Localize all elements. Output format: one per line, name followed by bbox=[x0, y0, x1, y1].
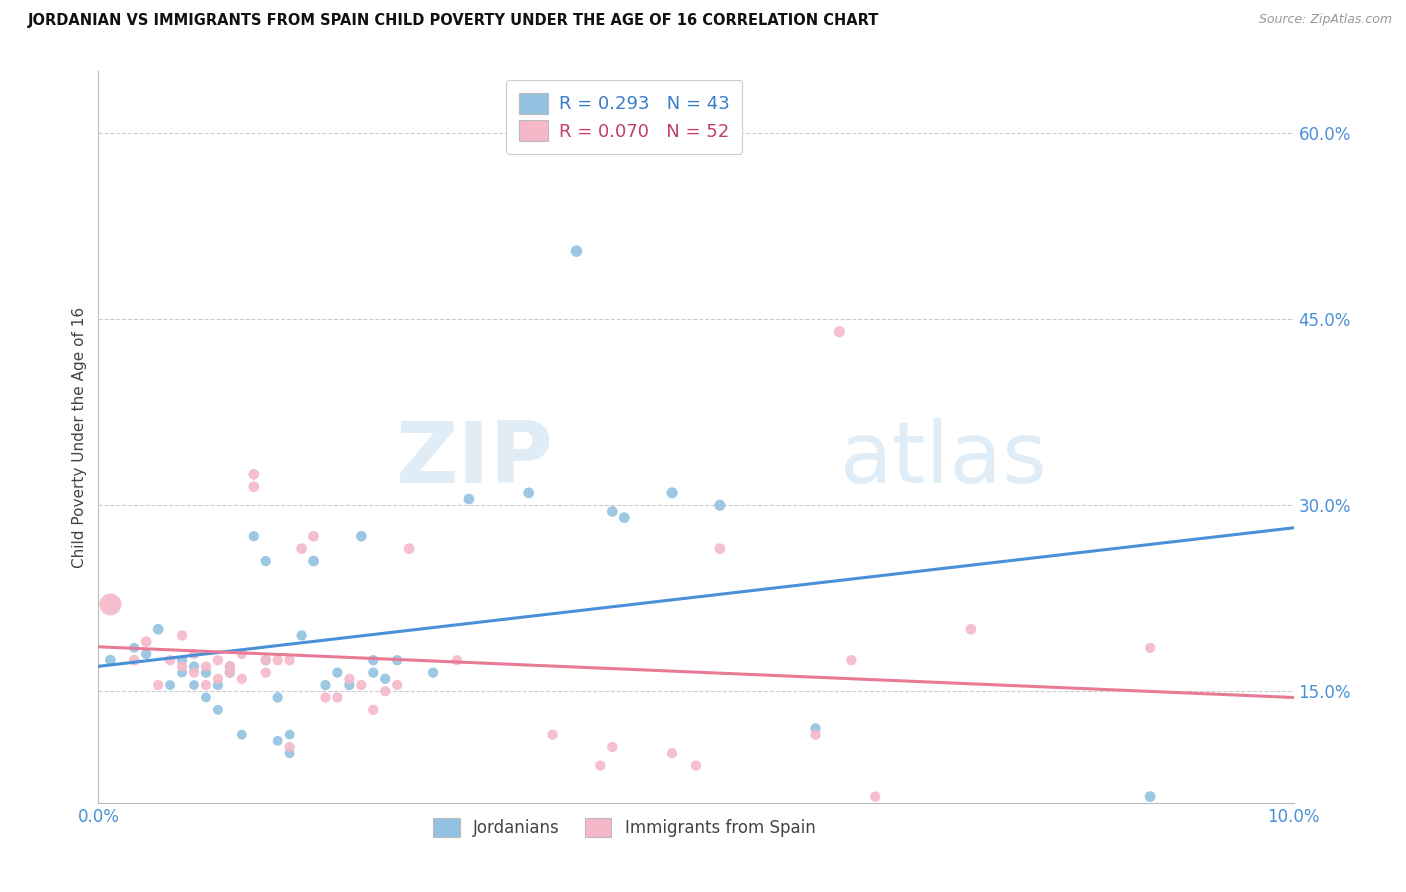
Point bbox=[207, 653, 229, 667]
Point bbox=[195, 678, 218, 692]
Point bbox=[804, 728, 827, 742]
Point bbox=[207, 672, 229, 686]
Point bbox=[828, 325, 851, 339]
Point bbox=[517, 486, 540, 500]
Point bbox=[183, 678, 205, 692]
Point bbox=[148, 678, 170, 692]
Point bbox=[374, 684, 396, 698]
Point bbox=[148, 622, 170, 636]
Point bbox=[278, 653, 301, 667]
Point bbox=[315, 690, 337, 705]
Point bbox=[339, 678, 361, 692]
Point bbox=[315, 678, 337, 692]
Point bbox=[183, 647, 205, 661]
Point bbox=[183, 665, 205, 680]
Point bbox=[685, 758, 707, 772]
Point bbox=[219, 665, 242, 680]
Point bbox=[159, 653, 181, 667]
Point bbox=[183, 659, 205, 673]
Point bbox=[231, 647, 253, 661]
Point bbox=[541, 728, 564, 742]
Point bbox=[254, 665, 277, 680]
Point bbox=[385, 678, 409, 692]
Point bbox=[219, 659, 242, 673]
Y-axis label: Child Poverty Under the Age of 16: Child Poverty Under the Age of 16 bbox=[72, 307, 87, 567]
Point bbox=[350, 678, 373, 692]
Point bbox=[172, 665, 194, 680]
Point bbox=[458, 491, 481, 506]
Point bbox=[960, 622, 983, 636]
Point bbox=[278, 746, 301, 760]
Point bbox=[291, 541, 314, 556]
Point bbox=[1139, 640, 1161, 655]
Point bbox=[231, 672, 253, 686]
Point bbox=[243, 467, 266, 482]
Point bbox=[422, 665, 444, 680]
Point bbox=[219, 665, 242, 680]
Point bbox=[254, 653, 277, 667]
Point bbox=[207, 703, 229, 717]
Point bbox=[374, 672, 396, 686]
Point bbox=[124, 640, 146, 655]
Point bbox=[243, 529, 266, 543]
Point bbox=[135, 647, 157, 661]
Point bbox=[254, 653, 277, 667]
Point bbox=[709, 541, 731, 556]
Point bbox=[363, 703, 385, 717]
Text: ZIP: ZIP bbox=[395, 417, 553, 500]
Point bbox=[661, 746, 683, 760]
Point bbox=[278, 739, 301, 754]
Text: atlas: atlas bbox=[839, 417, 1047, 500]
Point bbox=[326, 665, 349, 680]
Point bbox=[124, 653, 146, 667]
Point bbox=[291, 628, 314, 642]
Point bbox=[278, 728, 301, 742]
Point bbox=[602, 504, 624, 518]
Point bbox=[172, 659, 194, 673]
Point bbox=[195, 665, 218, 680]
Point bbox=[350, 529, 373, 543]
Point bbox=[172, 653, 194, 667]
Point bbox=[195, 659, 218, 673]
Point bbox=[613, 510, 636, 524]
Point bbox=[1139, 789, 1161, 804]
Point bbox=[363, 653, 385, 667]
Point bbox=[207, 678, 229, 692]
Point bbox=[254, 554, 277, 568]
Point bbox=[267, 653, 290, 667]
Point bbox=[398, 541, 420, 556]
Point bbox=[841, 653, 863, 667]
Point bbox=[231, 728, 253, 742]
Point bbox=[565, 244, 588, 259]
Point bbox=[135, 634, 157, 648]
Point bbox=[661, 486, 683, 500]
Legend: Jordanians, Immigrants from Spain: Jordanians, Immigrants from Spain bbox=[425, 810, 824, 846]
Point bbox=[98, 598, 122, 612]
Point bbox=[602, 739, 624, 754]
Point bbox=[589, 758, 612, 772]
Point bbox=[267, 690, 290, 705]
Point bbox=[172, 628, 194, 642]
Point bbox=[804, 722, 827, 736]
Point bbox=[302, 554, 325, 568]
Point bbox=[865, 789, 887, 804]
Point bbox=[326, 690, 349, 705]
Point bbox=[385, 653, 409, 667]
Point bbox=[339, 672, 361, 686]
Text: Source: ZipAtlas.com: Source: ZipAtlas.com bbox=[1258, 13, 1392, 27]
Point bbox=[219, 659, 242, 673]
Point bbox=[363, 665, 385, 680]
Point bbox=[948, 808, 970, 822]
Point bbox=[195, 690, 218, 705]
Point bbox=[267, 734, 290, 748]
Point bbox=[159, 678, 181, 692]
Point bbox=[98, 653, 122, 667]
Point bbox=[243, 480, 266, 494]
Point bbox=[302, 529, 325, 543]
Point bbox=[709, 498, 731, 512]
Text: JORDANIAN VS IMMIGRANTS FROM SPAIN CHILD POVERTY UNDER THE AGE OF 16 CORRELATION: JORDANIAN VS IMMIGRANTS FROM SPAIN CHILD… bbox=[28, 13, 880, 29]
Point bbox=[446, 653, 468, 667]
